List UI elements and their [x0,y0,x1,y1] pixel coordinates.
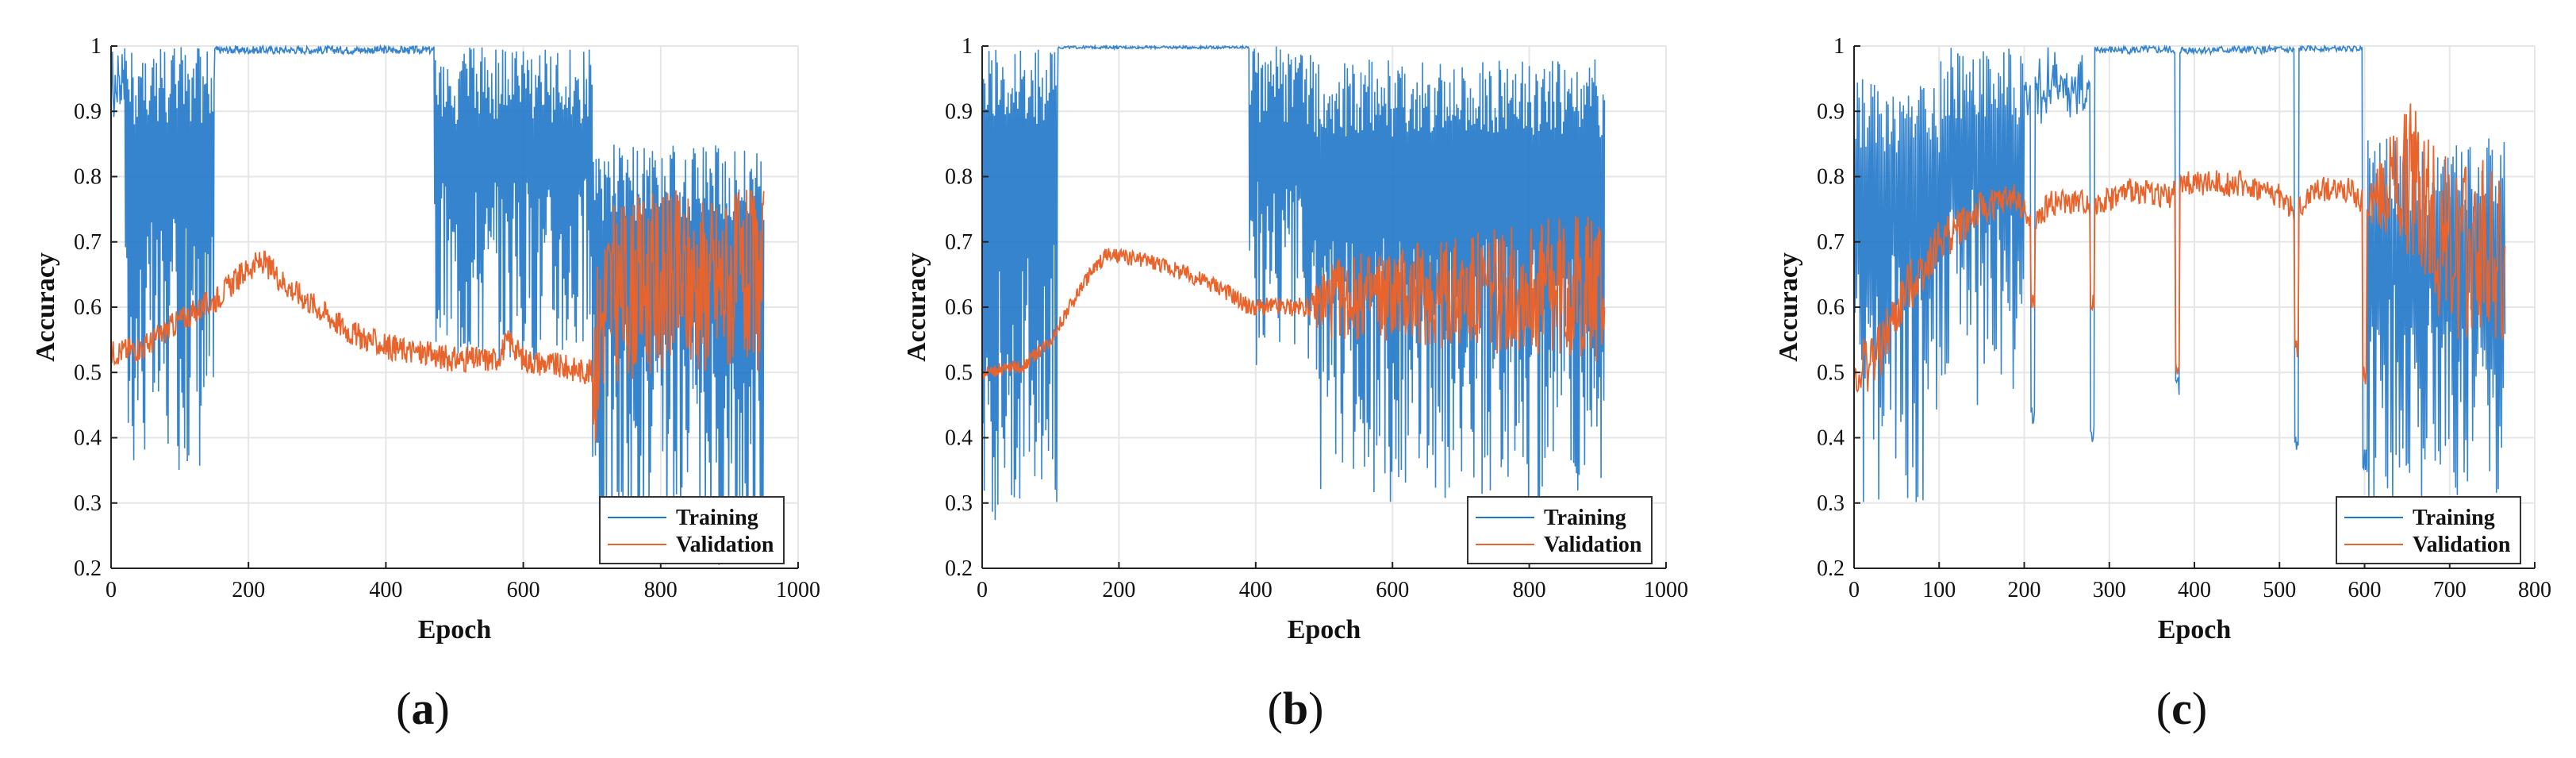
x-tick-label: 0 [1849,578,1860,602]
y-tick-label: 0.4 [74,426,102,451]
plot-area [111,44,765,565]
panel-caption: (a) [396,683,450,734]
y-tick-label: 0.9 [945,99,973,124]
caption-letter: c [2171,683,2192,734]
x-tick-label: 200 [1102,578,1135,602]
y-tick-label: 0.6 [1817,295,1845,320]
legend-label-validation: Validation [676,533,774,557]
caption-letter: b [1283,683,1308,734]
training-line [111,44,765,565]
y-tick-label: 0.5 [74,360,102,385]
y-tick-label: 0.8 [1817,165,1845,190]
caption-close: ) [2192,683,2207,734]
x-tick-label: 700 [2433,578,2467,602]
y-tick-labels: 0.2 0.3 0.4 0.5 0.6 0.7 0.8 0.9 1 [74,34,117,581]
x-tick-label: 100 [1922,578,1956,602]
validation-line [982,216,1606,380]
caption-open: ( [1268,683,1283,734]
y-tick-label: 0.3 [1817,491,1845,516]
x-tick-label: 400 [1239,578,1273,602]
x-tick-label: 400 [369,578,402,602]
chart-panel-b: 0 200 400 600 800 10000.20.30.40.50.60.70.80.… [902,34,1688,734]
caption-open: ( [2156,683,2171,734]
y-tick-label: 0.2 [74,556,102,581]
y-tick-label: 0.5 [945,360,973,385]
legend-label-training: Training [2413,506,2495,530]
y-tick-labels: 0.2 0.3 0.4 0.5 0.6 0.7 0.8 0.9 1 [1817,34,1860,581]
y-tick-label: 0.6 [945,295,973,320]
x-axis-label: Epoch [1288,615,1361,644]
x-tick-label: 600 [1376,578,1409,602]
x-tick-label: 800 [2518,578,2551,602]
legend-box [1467,496,1653,564]
x-tick-label: 0 [106,578,117,602]
legend: Training Validation [2336,496,2521,564]
chart-panel-a: 0 200 400 600 800 10000.20.30.40.50.60.70.80.… [31,34,820,734]
x-axis-label: Epoch [2158,615,2232,644]
panel-caption: (b) [1268,683,1324,734]
y-tick-label: 0.2 [945,556,973,581]
y-tick-label: 1 [962,34,973,59]
grid [1853,45,2536,569]
x-tick-labels: 0 100 200 300 400 500 600 700 800 [1849,562,2551,602]
x-tick-label: 600 [507,578,540,602]
caption-close: ) [1308,683,1323,734]
legend-box [599,496,785,564]
caption-close: ) [435,683,450,734]
x-tick-label: 0 [977,578,988,602]
y-tick-label: 1 [1833,34,1845,59]
training-line [982,44,1606,521]
x-tick-label: 800 [1513,578,1546,602]
plot-area [982,44,1606,521]
y-tick-label: 0.9 [74,99,102,124]
legend: Training Validation [1467,496,1653,564]
y-tick-label: 0.2 [1817,556,1845,581]
x-tick-label: 200 [2008,578,2041,602]
y-tick-label: 1 [90,34,102,59]
legend-label-validation: Validation [1544,533,1642,557]
caption-letter: a [412,683,435,734]
x-tick-labels: 0 200 400 600 800 1000 [106,562,820,602]
validation-line [1854,103,2506,393]
validation-line [111,190,765,442]
y-axis-label: Accuracy [31,252,60,362]
x-tick-label: 1000 [1644,578,1688,602]
x-tick-label: 500 [2263,578,2296,602]
y-tick-label: 0.7 [1817,230,1845,255]
x-tick-label: 600 [2348,578,2382,602]
x-tick-label: 400 [2178,578,2211,602]
y-tick-label: 0.4 [945,426,973,451]
y-tick-label: 0.8 [945,165,973,190]
x-axis-label: Epoch [418,615,492,644]
y-axis-label: Accuracy [902,252,931,362]
x-tick-label: 800 [644,578,678,602]
y-tick-label: 0.3 [945,491,973,516]
y-axis-label: Accuracy [1774,252,1803,362]
y-tick-label: 0.6 [74,295,102,320]
y-tick-label: 0.5 [1817,360,1845,385]
y-tick-label: 0.7 [945,230,973,255]
x-tick-labels: 0 200 400 600 800 1000 [977,562,1688,602]
x-tick-label: 300 [2093,578,2126,602]
legend-label-training: Training [676,506,758,530]
y-tick-labels: 0.2 0.3 0.4 0.5 0.6 0.7 0.8 0.9 1 [945,34,989,581]
y-tick-label: 0.7 [74,230,102,255]
legend-box [2336,496,2521,564]
legend-label-training: Training [1544,506,1626,530]
plot-area [1854,44,2506,502]
x-tick-label: 200 [232,578,265,602]
y-tick-label: 0.3 [74,491,102,516]
chart-panel-c: 0 100 200 300 400 500 600 700 800 0.2 0.3 0.4 0.5 0.6… [1774,34,2551,734]
caption-open: ( [396,683,411,734]
y-tick-label: 0.9 [1817,99,1845,124]
panel-caption: (c) [2156,683,2207,734]
y-tick-label: 0.4 [1817,426,1845,451]
legend-label-validation: Validation [2413,533,2511,557]
x-tick-label: 1000 [776,578,820,602]
legend: Training Validation [599,496,785,564]
y-tick-label: 0.8 [74,165,102,190]
